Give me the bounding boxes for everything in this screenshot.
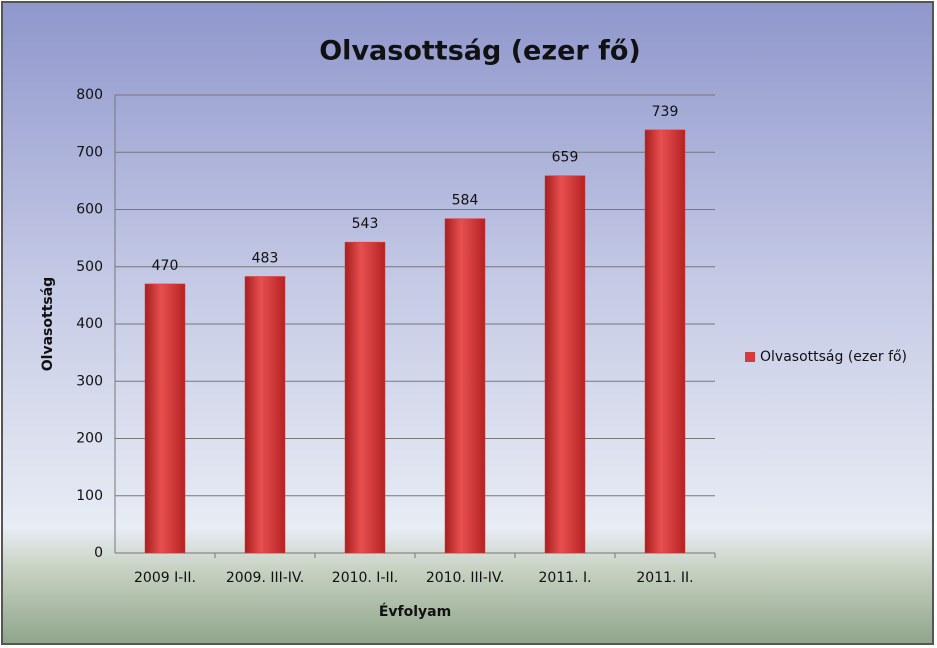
bar <box>244 276 286 554</box>
x-tick-label: 2009 I-II. <box>134 570 196 586</box>
data-label: 483 <box>252 250 279 266</box>
x-tick-label: 2011. II. <box>636 570 693 586</box>
bar <box>544 175 586 554</box>
data-label: 470 <box>152 258 179 274</box>
x-tick-label: 2010. III-IV. <box>426 570 504 586</box>
data-label: 739 <box>652 104 679 120</box>
bar <box>144 283 186 554</box>
x-axis-label: Évfolyam <box>379 603 451 620</box>
chart-title: Olvasottság (ezer fő) <box>319 36 641 67</box>
y-tick-label: 600 <box>76 202 103 218</box>
x-tick-label: 2011. I. <box>538 570 591 586</box>
data-label: 543 <box>352 216 379 232</box>
y-tick-label: 300 <box>76 373 103 389</box>
data-label: 659 <box>552 150 579 166</box>
y-tick-label: 500 <box>76 259 103 275</box>
y-tick-label: 700 <box>76 144 103 160</box>
bar <box>444 218 486 554</box>
y-tick-label: 400 <box>76 316 103 332</box>
x-tick-label: 2009. III-IV. <box>226 570 304 586</box>
legend-label: Olvasottság (ezer fő) <box>760 349 907 365</box>
y-tick-label: 0 <box>94 545 103 561</box>
bar <box>344 241 386 554</box>
x-tick-label: 2010. I-II. <box>332 570 398 586</box>
y-tick-label: 200 <box>76 431 103 447</box>
y-tick-label: 100 <box>76 488 103 504</box>
y-axis-label: Olvasottság <box>40 277 56 371</box>
legend-swatch <box>745 352 755 362</box>
y-tick-label: 800 <box>76 87 103 103</box>
bar <box>644 129 686 554</box>
data-label: 584 <box>452 193 479 209</box>
